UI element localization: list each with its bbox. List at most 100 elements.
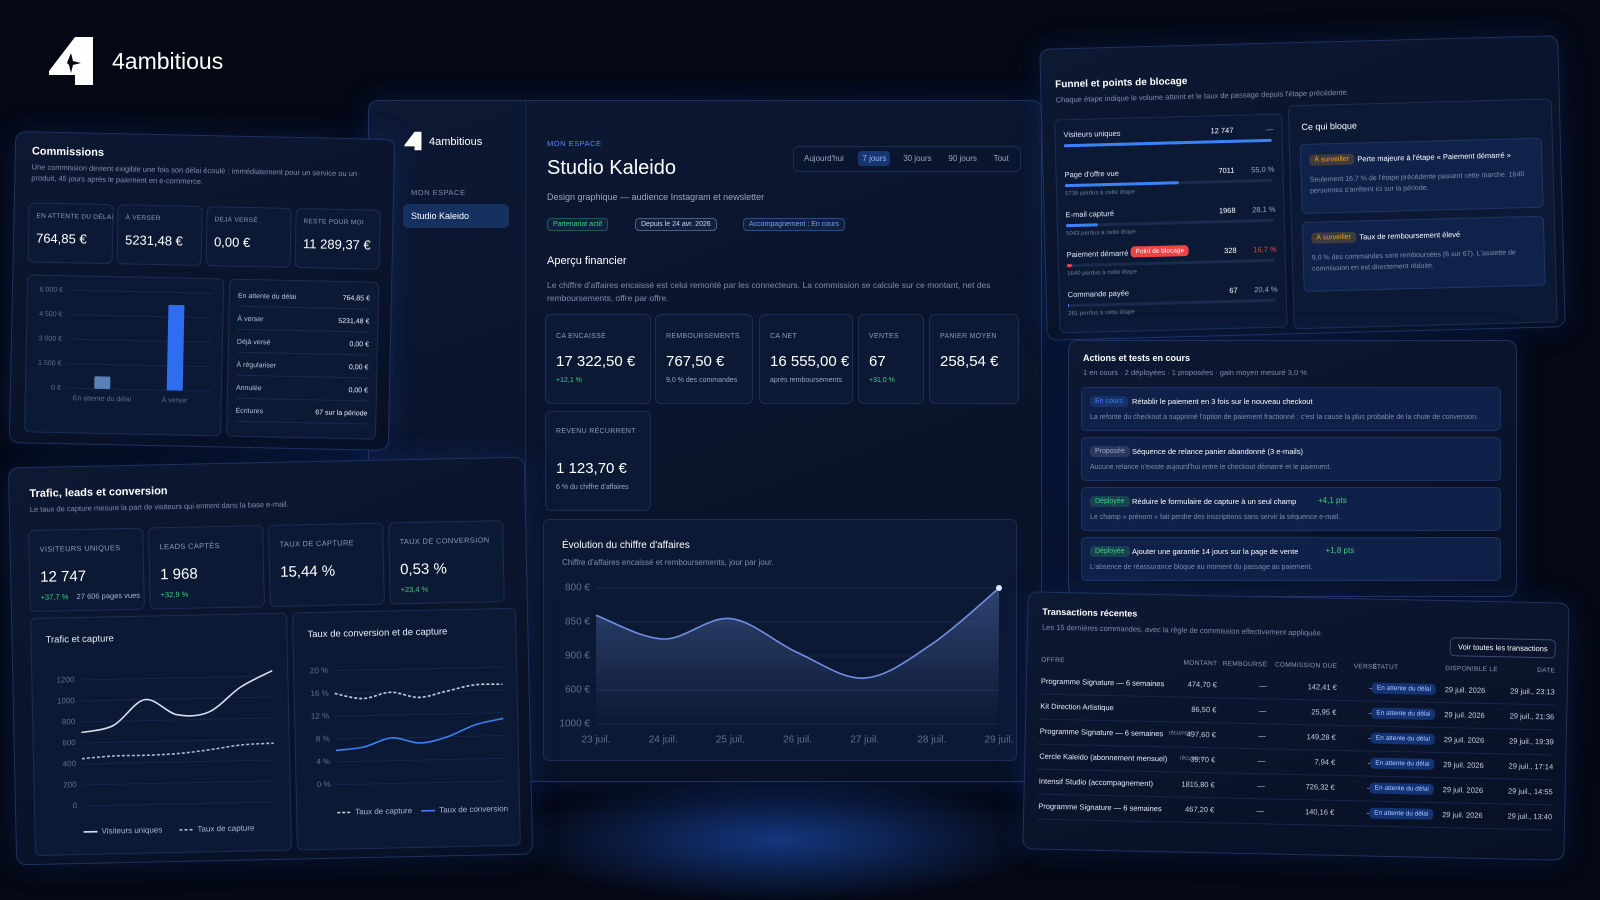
action-item: Proposée Séquence de relance panier aband… [1081, 437, 1501, 481]
row-value: 0,00 € [348, 364, 369, 372]
kpi-value: 15,44 % [279, 562, 336, 581]
legend-label: Taux de capture [355, 806, 413, 816]
row-value: 0,00 € [348, 387, 369, 395]
status-badge: En attente du délai [1371, 707, 1436, 720]
grid-line [335, 735, 504, 740]
sidebar-item: Studio Kaleido [403, 204, 509, 228]
row-label: Déjà versé [236, 338, 271, 347]
grid-line [82, 780, 275, 786]
row-divider [1035, 818, 1552, 831]
action-status: Déployée [1090, 546, 1130, 557]
y-tick-label: 800 € [565, 583, 590, 594]
blocker-tag: À surveiller [1311, 231, 1357, 244]
y-tick-label: 1 500 € [38, 360, 62, 367]
line [81, 670, 273, 734]
grid-line [82, 759, 275, 765]
kpi-label: Taux de capture [279, 538, 355, 549]
kpi-value: 0,53 % [399, 560, 447, 579]
panel-title: Actions et tests en cours [1083, 353, 1191, 363]
cell-available: 29 juil. 2026 [1443, 760, 1484, 770]
kpi-note: après remboursements [770, 377, 842, 384]
kpi-label: CA net [770, 333, 798, 340]
cell-offer: Cercle Kaleido (abonnement mensuel) [1039, 751, 1168, 764]
row-value: 764,85 € [342, 294, 370, 303]
step-rate: 20,4 % [1254, 284, 1278, 295]
y-tick-label: 0 [72, 801, 77, 810]
cell-amount: 474,70 € [1187, 679, 1217, 690]
kpi-card: Revenu récurrent 1 123,70 € 6 % du chiffre… [545, 411, 651, 511]
kpi-trend: +23,4 % [400, 584, 429, 595]
funnel-panel: Funnel et points de blocage Chaque étape … [1039, 35, 1566, 341]
y-tick-label: 6 000 € [40, 286, 64, 293]
commissions-panel: Commissions Une commission devient exigib… [8, 131, 396, 451]
table-card: En attente du délai 764,85 € À verser 5231,… [225, 278, 380, 440]
funnel-bar [1065, 223, 1099, 228]
kpi-card: En attente du délai 764,85 € [27, 202, 114, 265]
chart-svg: 0 € 1 500 € 3 000 € 4 500 € 6 000 € En attent… [38, 286, 213, 405]
cell-commission: 140,16 € [1304, 807, 1335, 817]
cell-amount: 1815,80 € [1181, 779, 1215, 790]
kpi-label: CA encaissé [556, 333, 606, 340]
action-item: En cours Rétablir le paiement en 3 fois s… [1081, 387, 1501, 431]
panel-description: Le taux de capture mesure la part de vis… [29, 499, 289, 515]
blocker-text: Seulement 16,7 % de l'étape précédente p… [1309, 171, 1525, 195]
grid-line [80, 675, 273, 681]
step-flag: Point de blocage [1130, 244, 1190, 258]
column-header: Commission due [1274, 661, 1338, 670]
chart-svg: 0 % 4 % 8 % 12 % 16 % 20 % Taux de capture Taux… [310, 666, 508, 816]
kpi-label: Leads captés [159, 541, 220, 552]
tab[interactable]: 30 jours [903, 154, 932, 163]
grid-line [334, 666, 503, 672]
chart-subtitle: Chiffre d'affaires encaissé et rembourse… [562, 558, 774, 567]
kpi-card: Taux de capture 15,44 % [268, 522, 385, 608]
cell-available: 29 juil. 2026 [1442, 810, 1483, 820]
y-tick-label: 200 [63, 780, 77, 789]
tab[interactable]: 7 jours [858, 151, 891, 166]
kpi-label: Remboursements [666, 333, 740, 340]
row-divider [1038, 693, 1555, 706]
column-header: Montant [1183, 659, 1218, 668]
view-all-button[interactable]: Voir toutes les transactions [1449, 637, 1556, 659]
action-title: Rétablir le paiement en 3 fois sur le no… [1132, 397, 1313, 406]
cell-date: 29 juil., 21:36 [1509, 711, 1555, 722]
row-label: À régulariser [236, 361, 277, 370]
action-gain: +4,1 pts [1318, 496, 1347, 505]
action-text: L'absence de réassurance bloque au momen… [1090, 564, 1313, 571]
action-text: Aucune relance n'existe aujourd'hui entr… [1090, 464, 1332, 471]
badge: Depuis le 24 avr. 2026 [635, 218, 717, 231]
cell-available: 29 juil. 2026 [1443, 735, 1485, 745]
kpi-label: Déjà versé [214, 216, 259, 225]
cell-offer: Programme Signature — 6 semaines [1040, 676, 1165, 689]
cell-refunded: — [1258, 731, 1266, 741]
panel-title: Transactions récentes [1042, 606, 1138, 619]
kpi-value: 11 289,37 € [302, 236, 371, 253]
cell-refunded: — [1258, 706, 1267, 716]
kpi-value: 12 747 [40, 567, 87, 586]
table-row: Annulée 0,00 € [235, 379, 369, 402]
action-status: En cours [1090, 396, 1128, 407]
y-tick-label: 600 [62, 738, 76, 747]
tab[interactable]: Tout [993, 154, 1009, 163]
blocker-title: Taux de remboursement élevé [1359, 229, 1461, 242]
cell-refunded: — [1256, 806, 1265, 816]
kpi-value: 67 [869, 353, 886, 370]
kpi-label: Reste pour moi [303, 218, 365, 227]
step-name: Commande payée [1067, 288, 1130, 300]
tab[interactable]: 90 jours [948, 154, 977, 163]
y-tick-label: 12 % [311, 711, 329, 720]
chart-card: Évolution du chiffre d'affaires Chiffre d… [543, 519, 1017, 761]
bar [166, 304, 185, 391]
chart-title: Évolution du chiffre d'affaires [562, 540, 690, 551]
action-title: Réduire le formulaire de capture à un se… [1132, 497, 1297, 506]
cell-date: 29 juil., 19:39 [1509, 736, 1554, 747]
kpi-value: 1 123,70 € [556, 460, 627, 477]
cell-offer: Kit Direction Artistique [1040, 701, 1114, 713]
kpi-value: 0,00 € [213, 234, 251, 250]
chart-card: Trafic et capture 0 200 400 600 800 1000 1200 Vi… [30, 612, 292, 856]
blocker-item: À surveiller Perte majeure à l'étape « Pa… [1299, 137, 1544, 215]
badge: Partenariat actif [547, 218, 609, 231]
sidebar-brand: 4ambitious [429, 136, 483, 148]
sidebar-item-label: Studio Kaleido [411, 211, 470, 221]
tab[interactable]: Aujourd'hui [804, 154, 844, 163]
funnel-card: Visiteurs uniques 12 747 — Page d'offre vue… [1054, 113, 1288, 334]
